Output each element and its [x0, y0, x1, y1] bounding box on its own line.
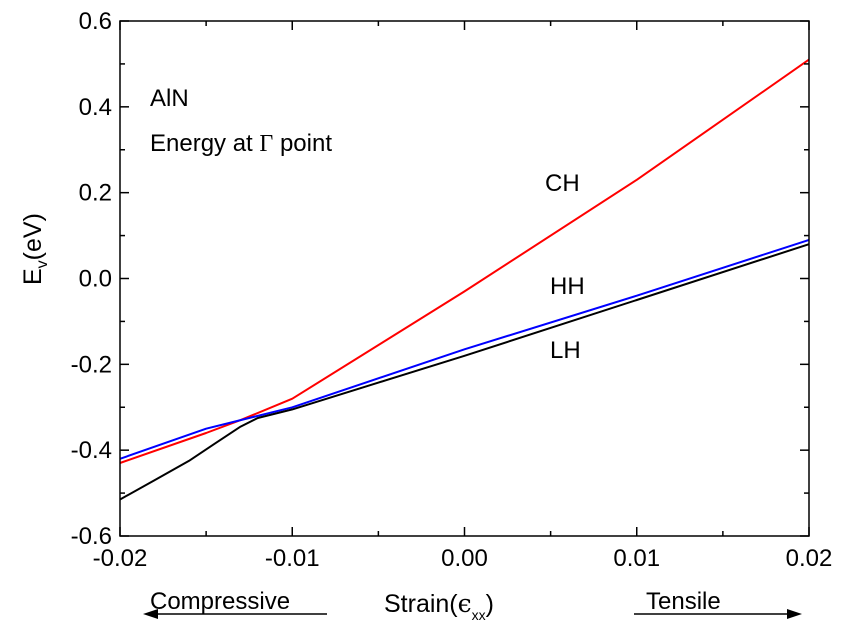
x-axis-symbol: ϵ	[458, 589, 472, 618]
x-axis-title: Strain(ϵxx)	[384, 589, 494, 623]
y-tick-label: -0.4	[71, 437, 112, 464]
series-line-ch	[119, 58, 810, 464]
tick-layer: -0.02 -0.01 0.00 0.01 0.02 -0.6 -0.4 -0.2 0.0 0.2…	[71, 8, 833, 572]
x-tick-label: -0.01	[265, 545, 320, 572]
x-axis-subscript: xx	[472, 607, 486, 623]
y-tick-label: 0.4	[79, 94, 112, 121]
y-tick-label: 0.0	[79, 266, 112, 293]
y-tick-label: 0.6	[79, 8, 112, 35]
x-tick-label: -0.02	[93, 545, 148, 572]
energy-text: Energy at	[150, 130, 253, 157]
x-tick-label: 0.01	[613, 545, 660, 572]
x-axis-text: Strain(	[384, 590, 458, 618]
lh-series-label: LH	[550, 337, 581, 364]
y-axis-subscript: v	[34, 260, 51, 268]
series-layer	[119, 58, 810, 501]
tensile-label: Tensile	[646, 588, 721, 615]
x-tick-label: 0.00	[441, 545, 488, 572]
y-axis-unit: (eV)	[19, 213, 47, 260]
compressive-arrowhead	[143, 609, 158, 619]
x-tick-label: 0.02	[786, 545, 833, 572]
tensile-arrowhead	[787, 609, 802, 619]
series-line-lh	[119, 243, 810, 501]
energy-label: Energy at Γ point	[150, 130, 332, 157]
series-line-hh	[119, 238, 810, 460]
point-text: point	[280, 130, 332, 157]
hh-series-label: HH	[550, 273, 585, 300]
material-label: AlN	[150, 85, 189, 112]
compressive-label: Compressive	[150, 588, 290, 615]
y-axis-symbol: E	[19, 268, 47, 285]
ch-series-label: CH	[545, 170, 580, 197]
x-axis-close: )	[486, 590, 494, 618]
y-tick-label: 0.2	[79, 180, 112, 207]
y-axis-title: Ev(eV)	[19, 213, 51, 285]
gamma-symbol: Γ	[259, 131, 273, 157]
y-tick-label: -0.6	[71, 523, 112, 550]
y-tick-label: -0.2	[71, 351, 112, 378]
